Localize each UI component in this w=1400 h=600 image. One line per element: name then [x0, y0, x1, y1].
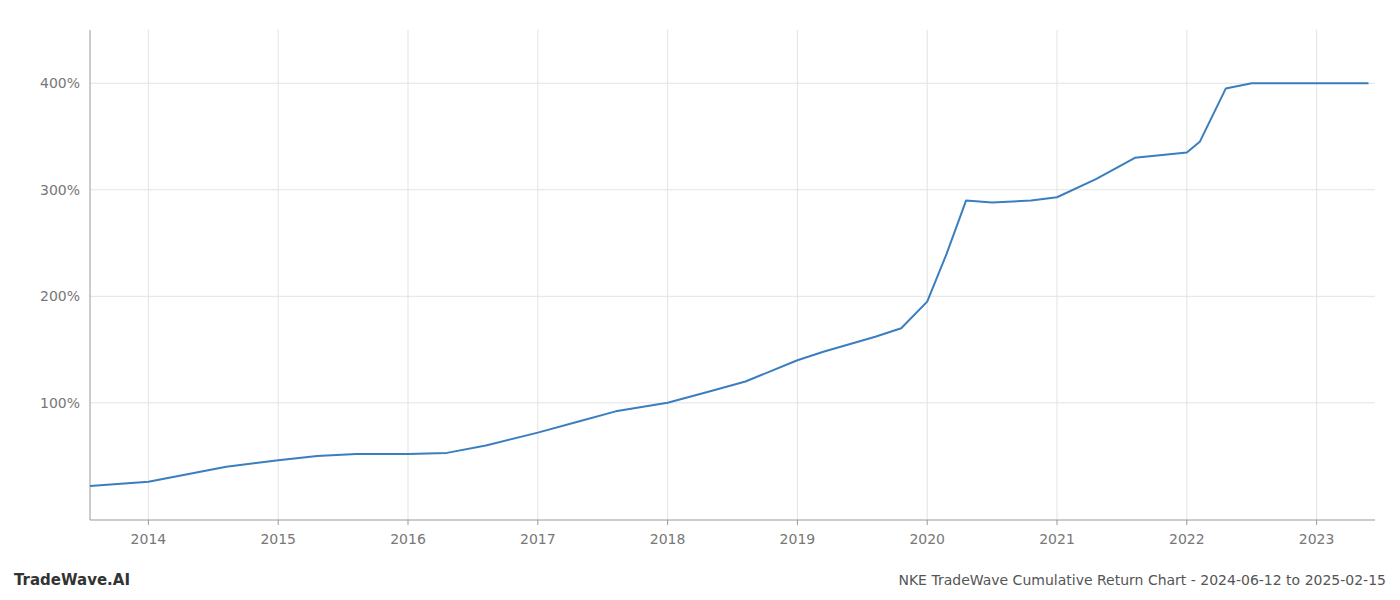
- line: [90, 83, 1369, 486]
- x-tick-label: 2020: [909, 531, 945, 547]
- x-tick: [278, 520, 279, 525]
- x-tick: [148, 520, 149, 525]
- watermark: TradeWave.AI: [14, 571, 130, 589]
- x-tick-label: 2021: [1039, 531, 1075, 547]
- y-grid-line: [90, 189, 1375, 190]
- x-tick-label: 2016: [390, 531, 426, 547]
- chart-container: 2014 2015 2016 2017 2018 2019 2020 2021 2022 2023…: [0, 0, 1400, 600]
- x-grid-line: [537, 30, 538, 520]
- x-tick: [927, 520, 928, 525]
- x-grid-line: [1056, 30, 1057, 520]
- chart-svg: 2014 2015 2016 2017 2018 2019 2020 2021 2022 2023…: [0, 0, 1400, 600]
- x-grid-line: [408, 30, 409, 520]
- y-tick-label: 200%: [40, 288, 80, 304]
- x-tick-label: 2015: [260, 531, 296, 547]
- x-grid-line: [1186, 30, 1187, 520]
- x-axis-line: [90, 520, 1375, 521]
- x-grid-line: [927, 30, 928, 520]
- x-tick-label: 2014: [131, 531, 167, 547]
- x-tick-label: 2022: [1169, 531, 1205, 547]
- x-grid-line: [797, 30, 798, 520]
- x-grid-line: [1316, 30, 1317, 520]
- x-grid-line: [667, 30, 668, 520]
- x-tick-label: 2023: [1299, 531, 1335, 547]
- y-grid-line: [90, 83, 1375, 84]
- x-grid-line: [148, 30, 149, 520]
- x-tick: [797, 520, 798, 525]
- x-tick: [1186, 520, 1187, 525]
- x-tick-label: 2019: [780, 531, 816, 547]
- x-tick: [408, 520, 409, 525]
- x-tick-label: 2017: [520, 531, 556, 547]
- y-axis-line: [90, 30, 91, 520]
- y-grid-line: [90, 402, 1375, 403]
- x-tick: [667, 520, 668, 525]
- plot-area: [90, 83, 1369, 486]
- y-tick-label: 100%: [40, 395, 80, 411]
- x-tick: [1056, 520, 1057, 525]
- x-tick: [1316, 520, 1317, 525]
- x-tick-label: 2018: [650, 531, 686, 547]
- x-grid-line: [278, 30, 279, 520]
- axes: 2014 2015 2016 2017 2018 2019 2020 2021 2022 2023…: [40, 30, 1375, 547]
- chart-title: NKE TradeWave Cumulative Return Chart - …: [898, 572, 1386, 588]
- y-grid-line: [90, 296, 1375, 297]
- y-tick-label: 400%: [40, 75, 80, 91]
- y-tick-label: 300%: [40, 182, 80, 198]
- x-tick: [537, 520, 538, 525]
- grid: [90, 30, 1375, 520]
